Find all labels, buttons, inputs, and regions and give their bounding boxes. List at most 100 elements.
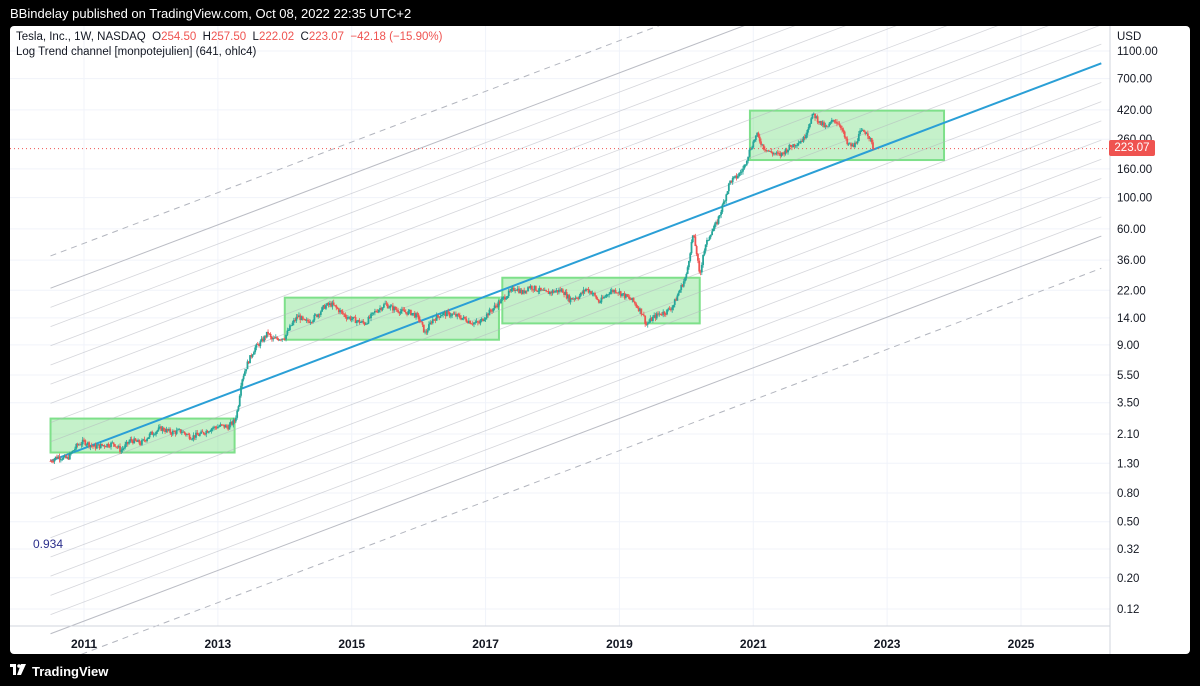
candle-body <box>147 437 150 439</box>
channel-line <box>50 139 1102 539</box>
y-tick-label: 36.00 <box>1117 255 1146 267</box>
candle-body <box>337 308 340 313</box>
channel-line <box>50 26 948 366</box>
candle-body <box>334 304 336 306</box>
candle-body <box>704 244 707 251</box>
x-tick-label: 2017 <box>472 637 499 651</box>
candle-body <box>659 313 662 315</box>
candle-body <box>175 430 178 434</box>
candle-body <box>564 292 567 295</box>
candle-body <box>191 438 194 440</box>
candle-body <box>124 444 127 448</box>
candle-body <box>699 271 702 273</box>
candle-body <box>85 444 88 446</box>
candle-body <box>262 338 264 342</box>
chart-panel[interactable]: USD1100.00700.00420.00260.00160.00100.00… <box>10 26 1190 654</box>
candle-body <box>698 260 701 272</box>
candle-body <box>179 429 182 433</box>
candle-body <box>382 304 385 308</box>
candle-body <box>839 125 842 129</box>
candle-body <box>558 289 560 293</box>
candle-body <box>682 281 685 287</box>
candle-body <box>110 442 112 447</box>
candle-body <box>675 299 677 301</box>
candle-body <box>186 434 188 435</box>
candle-body <box>102 445 105 447</box>
candle-body <box>316 314 318 317</box>
candle-body <box>702 254 704 266</box>
candle-body <box>197 434 200 436</box>
candle-body <box>95 445 98 449</box>
candle-body <box>281 338 284 340</box>
candle-body <box>394 306 397 310</box>
candle-body <box>609 291 612 295</box>
candle-body <box>475 321 478 323</box>
channel-line <box>50 120 1102 519</box>
candle-body <box>762 144 765 149</box>
candle-body <box>122 447 125 449</box>
candle-body <box>715 222 717 225</box>
candle-body <box>747 156 750 161</box>
candle-body <box>763 148 766 150</box>
channel-line <box>50 26 796 308</box>
candle-body <box>201 431 204 433</box>
candle-body <box>301 316 304 319</box>
candle-body <box>766 150 769 152</box>
candle-body <box>555 290 558 292</box>
channel-line <box>50 82 1102 481</box>
candle-body <box>608 294 611 295</box>
candle-body <box>161 427 164 431</box>
candle-body <box>99 443 102 449</box>
candle-body <box>596 298 599 300</box>
candle-body <box>551 290 554 294</box>
candle-body <box>309 322 312 323</box>
candle-body <box>353 316 356 318</box>
candle-body <box>308 321 311 323</box>
candle-body <box>834 121 837 123</box>
candle-body <box>590 291 593 295</box>
candle-body <box>440 314 443 317</box>
candle-body <box>160 426 163 431</box>
y-tick-label: 2.10 <box>1117 429 1139 441</box>
candle-body <box>120 450 123 452</box>
candle-body <box>237 406 240 411</box>
candle-body <box>806 130 809 135</box>
candle-body <box>352 316 354 319</box>
candle-body <box>187 434 190 435</box>
candle-body <box>71 450 74 453</box>
candle-body <box>458 315 461 318</box>
candle-body <box>640 308 643 315</box>
candle-body <box>343 313 345 315</box>
candle-body <box>832 119 834 121</box>
candle-body <box>106 443 109 447</box>
candle-body <box>569 297 572 302</box>
candle-body <box>76 443 79 445</box>
candles <box>49 112 874 464</box>
candle-body <box>170 433 173 435</box>
candle-body <box>94 444 97 449</box>
candle-body <box>860 130 863 132</box>
candle-body <box>314 314 317 316</box>
candle-body <box>426 330 429 333</box>
candle-body <box>52 461 55 463</box>
candle-body <box>300 316 303 321</box>
candle-body <box>171 430 174 435</box>
legend: Tesla, Inc., 1W, NASDAQ O254.50 H257.50 … <box>16 30 443 60</box>
candle-body <box>541 289 544 291</box>
candle-body <box>518 288 520 293</box>
candle-body <box>264 336 267 338</box>
candle-body <box>537 291 540 292</box>
candle-body <box>529 286 532 288</box>
candle-body <box>280 339 282 341</box>
candle-body <box>493 305 496 309</box>
candle-body <box>61 459 64 461</box>
chart-svg[interactable]: USD1100.00700.00420.00260.00160.00100.00… <box>10 26 1190 654</box>
candle-body <box>554 291 556 293</box>
candle-body <box>635 303 638 307</box>
candle-body <box>480 318 483 321</box>
candle-body <box>345 317 348 319</box>
candle-body <box>152 434 155 436</box>
candle-body <box>218 426 221 428</box>
candle-body <box>567 295 569 299</box>
y-tick-label: 160.00 <box>1117 164 1152 176</box>
